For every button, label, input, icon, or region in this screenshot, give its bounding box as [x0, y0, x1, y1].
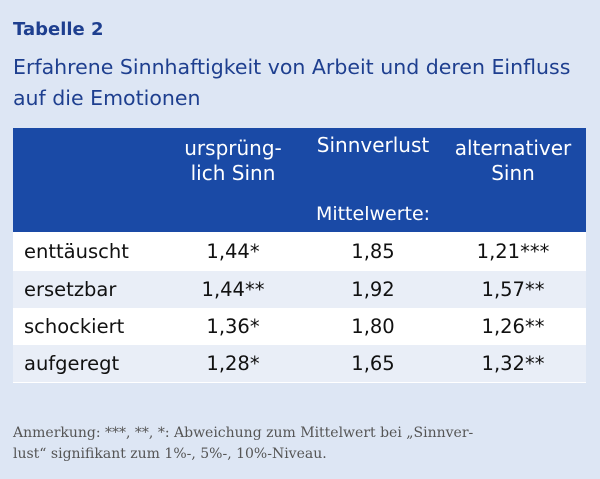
- table-cell: 1,80: [351, 315, 395, 338]
- table-label: Tabelle 2: [13, 19, 104, 40]
- title-line-1: Erfahrene Sinnhaftigkeit von Arbeit und …: [13, 55, 571, 79]
- table-header: ursprüng- lich Sinn Sinnverlust alternat…: [13, 128, 586, 232]
- table-cell: 1,28*: [206, 352, 260, 375]
- table-row: enttäuscht 1,44* 1,85 1,21***: [13, 233, 586, 270]
- footnote-line-2: lust“ signifikant zum 1%-, 5%-, 10%-Nive…: [13, 446, 327, 462]
- table-row: aufgeregt 1,28* 1,65 1,32**: [13, 345, 586, 382]
- table-title: Erfahrene Sinnhaftigkeit von Arbeit und …: [13, 52, 593, 114]
- row-label: enttäuscht: [24, 240, 129, 263]
- table-cell: 1,85: [351, 240, 395, 263]
- title-line-2: auf die Emotionen: [13, 86, 201, 110]
- table-row: ersetzbar 1,44** 1,92 1,57**: [13, 271, 586, 308]
- table-cell: 1,44**: [201, 278, 265, 301]
- column-header-sinnverlust: Sinnverlust: [316, 133, 430, 157]
- table-cell: 1,26**: [481, 315, 545, 338]
- row-label: schockiert: [24, 315, 125, 338]
- table-row: schockiert 1,36* 1,80 1,26**: [13, 308, 586, 345]
- column-header-urspruenglich-sinn: ursprüng- lich Sinn: [184, 136, 282, 185]
- table-cell: 1,57**: [481, 278, 545, 301]
- table-cell: 1,36*: [206, 315, 260, 338]
- table-cell: 1,44*: [206, 240, 260, 263]
- table-cell: 1,32**: [481, 352, 545, 375]
- table-cell: 1,21***: [476, 240, 550, 263]
- table-footnote: Anmerkung: ***, **, *: Abweichung zum Mi…: [13, 423, 593, 465]
- header-subtitle-mittelwerte: Mittelwerte:: [315, 203, 431, 225]
- row-label: ersetzbar: [24, 278, 117, 301]
- footnote-line-1: Anmerkung: ***, **, *: Abweichung zum Mi…: [13, 425, 474, 441]
- table-cell: 1,92: [351, 278, 395, 301]
- row-label: aufgeregt: [24, 352, 120, 375]
- column-header-alternativer-sinn: alternativer Sinn: [454, 136, 572, 185]
- data-table: ursprüng- lich Sinn Sinnverlust alternat…: [13, 128, 586, 383]
- table-cell: 1,65: [351, 352, 395, 375]
